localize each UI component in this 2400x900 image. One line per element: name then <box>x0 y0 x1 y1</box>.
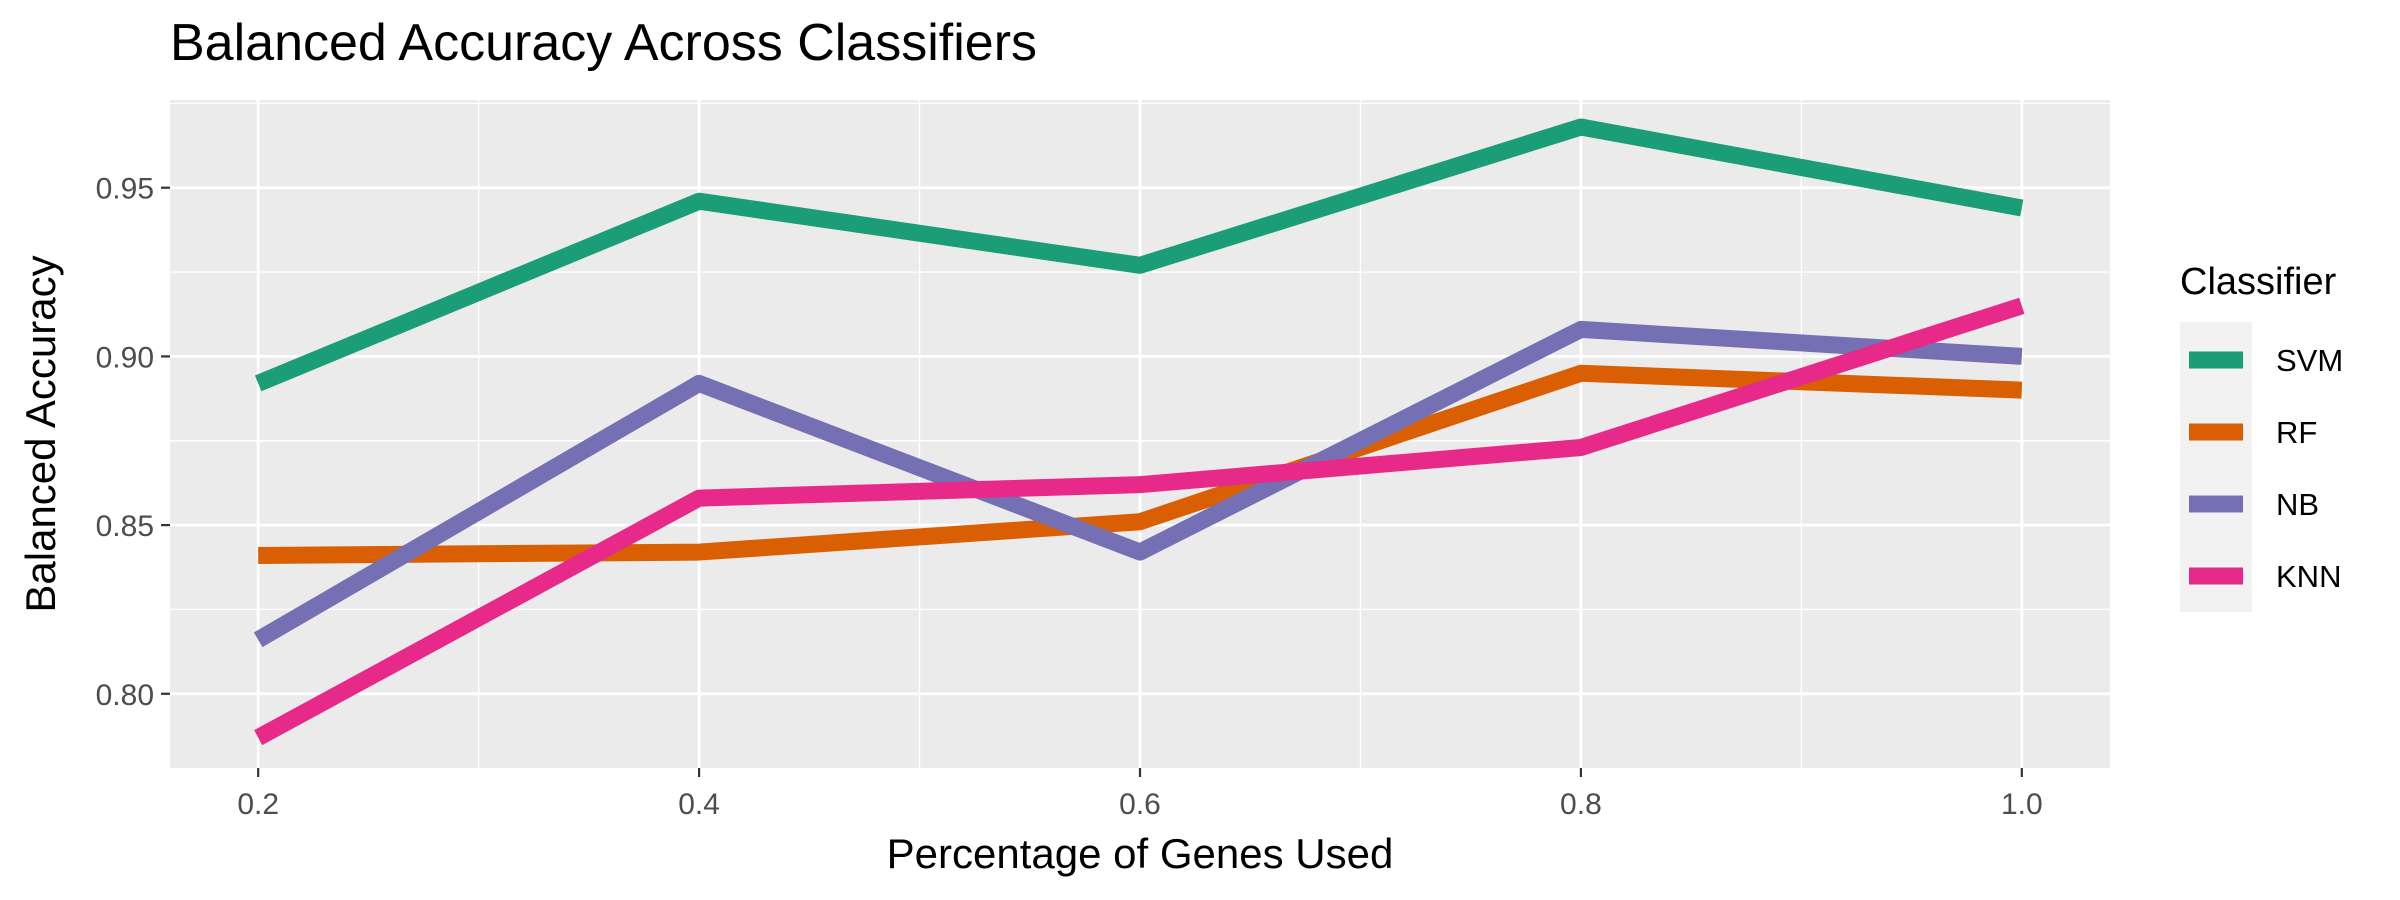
legend-items: SVM RF NB KNN <box>2189 343 2343 594</box>
x-tick-label: 0.6 <box>1119 788 1161 821</box>
legend-title: Classifier <box>2180 261 2337 303</box>
series-line-nb <box>253 320 2023 648</box>
series-line-knn <box>254 297 2025 746</box>
x-tick-label: 0.2 <box>237 788 279 821</box>
series-lines <box>253 118 2025 746</box>
x-tick-label: 1.0 <box>2001 788 2043 821</box>
x-tick-label: 0.4 <box>678 788 720 821</box>
legend-label-svm: SVM <box>2276 343 2343 378</box>
y-tick-label: 0.80 <box>96 679 154 712</box>
chart-title: Balanced Accuracy Across Classifiers <box>170 14 1037 72</box>
legend-label-rf: RF <box>2276 415 2317 450</box>
y-tick-label: 0.95 <box>96 173 154 206</box>
x-tick-label: 0.8 <box>1560 788 1602 821</box>
series-line-rf <box>258 364 2023 564</box>
x-axis-title: Percentage of Genes Used <box>887 830 1394 877</box>
y-axis-title: Balanced Accuracy <box>17 255 64 612</box>
y-tick-label: 0.90 <box>96 341 154 374</box>
legend-label-knn: KNN <box>2276 559 2341 594</box>
legend: Classifier SVM RF NB KNN <box>2180 261 2343 612</box>
y-tick-label: 0.85 <box>96 510 154 543</box>
legend-key-background <box>2180 322 2252 612</box>
legend-label-nb: NB <box>2276 487 2319 522</box>
x-axis: 0.2 0.4 0.6 0.8 1.0 <box>237 768 2043 821</box>
series-line-svm <box>254 118 2024 392</box>
y-axis: 0.80 0.85 0.90 0.95 <box>96 173 170 712</box>
